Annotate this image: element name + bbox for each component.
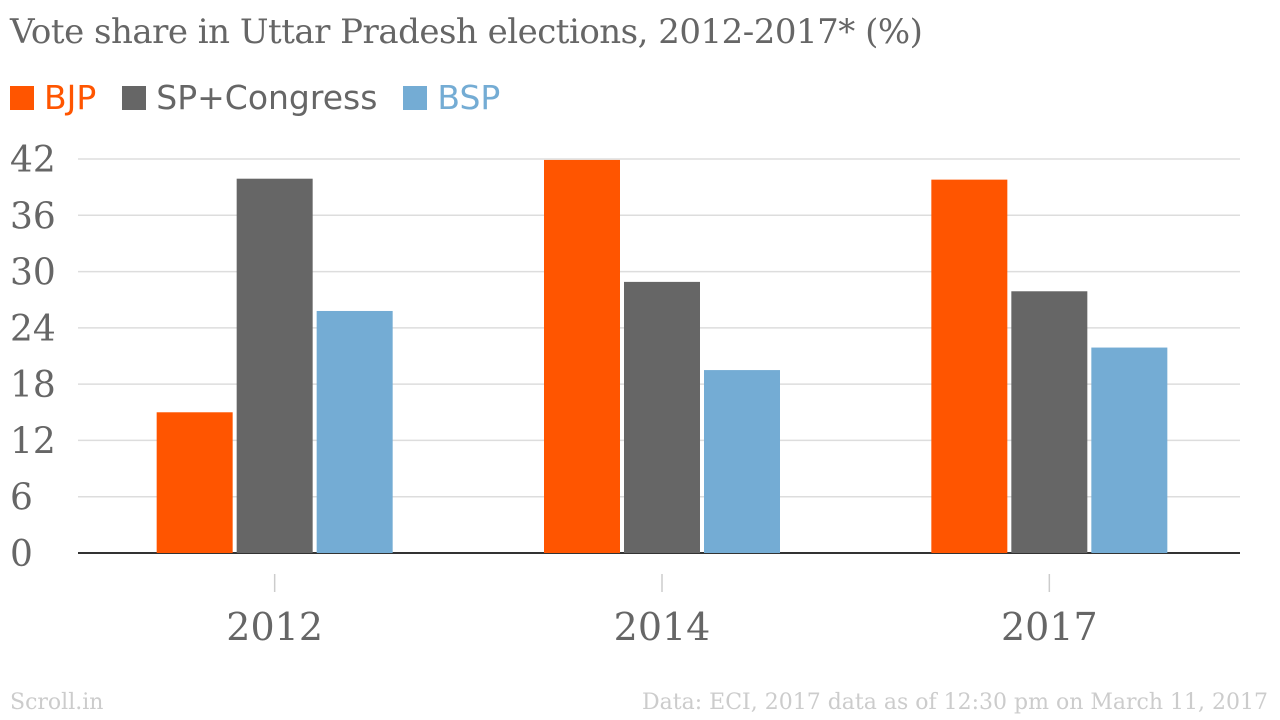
brand-label: Scroll.in <box>10 690 104 715</box>
chart-title: Vote share in Uttar Pradesh elections, 2… <box>10 12 923 52</box>
legend-swatch <box>10 85 34 110</box>
y-tick-label: 18 <box>10 365 56 406</box>
bar-bjp-2014 <box>544 159 620 553</box>
y-tick-label: 42 <box>10 140 56 181</box>
bar-bjp-2012 <box>156 412 233 553</box>
legend-item: SP+Congress <box>122 78 377 117</box>
x-tick-label: 2014 <box>614 605 711 649</box>
bar-sp-congress-2017 <box>1011 291 1088 553</box>
legend-label: SP+Congress <box>156 78 378 117</box>
y-tick-label: 6 <box>10 478 33 519</box>
legend-label: BSP <box>437 78 501 117</box>
bar-sp-congress-2012 <box>236 178 313 553</box>
y-tick-label: 30 <box>10 253 56 294</box>
y-tick-label: 36 <box>10 196 56 237</box>
legend-item: BSP <box>403 78 500 117</box>
bar-bsp-2012 <box>316 310 393 553</box>
y-tick-label: 0 <box>10 534 33 575</box>
y-tick-label: 12 <box>10 421 56 462</box>
y-tick-label: 24 <box>10 309 56 350</box>
legend-item: BJP <box>10 78 96 117</box>
bar-bsp-2017 <box>1091 347 1168 553</box>
legend-label: BJP <box>44 78 97 117</box>
bar-sp-congress-2014 <box>624 281 700 553</box>
legend-swatch <box>403 85 428 110</box>
source-note: Data: ECI, 2017 data as of 12:30 pm on M… <box>642 690 1268 715</box>
x-tick-label: 2012 <box>226 605 323 649</box>
legend-swatch <box>122 85 147 110</box>
x-tick-label: 2017 <box>1001 605 1098 649</box>
bar-bsp-2014 <box>704 370 780 553</box>
legend: BJP SP+Congress BSP <box>10 78 500 117</box>
bar-bjp-2017 <box>931 179 1008 553</box>
